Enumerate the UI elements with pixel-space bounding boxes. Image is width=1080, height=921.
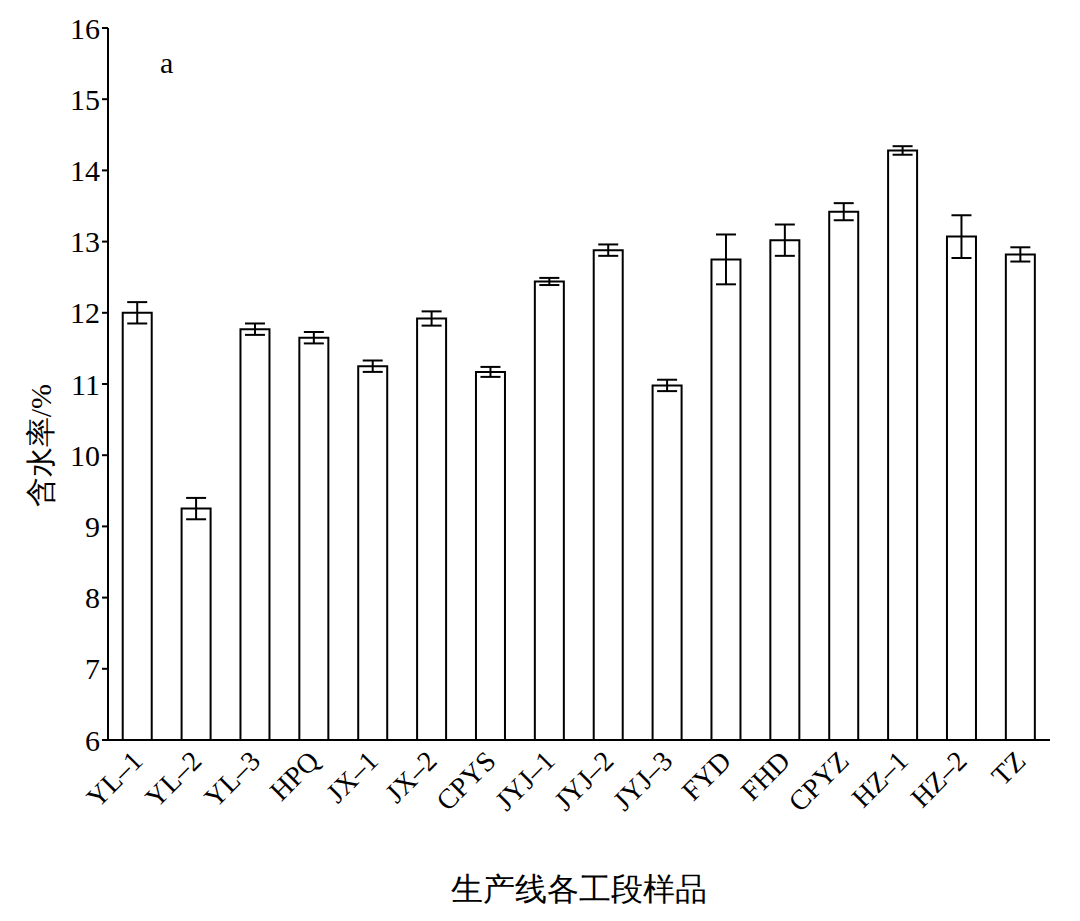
- svg-text:15: 15: [70, 83, 100, 116]
- svg-text:9: 9: [85, 510, 100, 543]
- svg-text:JX–2: JX–2: [379, 745, 443, 809]
- svg-text:YL–1: YL–1: [80, 745, 149, 814]
- svg-text:FHD: FHD: [734, 745, 796, 807]
- svg-text:HPQ: HPQ: [263, 745, 325, 807]
- svg-text:HZ–1: HZ–1: [846, 745, 914, 813]
- svg-text:含水率/%: 含水率/%: [24, 384, 57, 507]
- svg-text:6: 6: [85, 724, 100, 757]
- svg-text:11: 11: [71, 368, 100, 401]
- svg-text:14: 14: [70, 154, 100, 187]
- svg-text:YL–3: YL–3: [198, 745, 266, 813]
- svg-text:12: 12: [70, 296, 100, 329]
- svg-text:JYJ–1: JYJ–1: [489, 745, 560, 816]
- svg-text:16: 16: [70, 12, 100, 45]
- svg-text:CPYZ: CPYZ: [782, 745, 855, 818]
- svg-text:HZ–2: HZ–2: [905, 745, 973, 813]
- svg-text:13: 13: [70, 225, 100, 258]
- html-text:a: a: [160, 46, 174, 79]
- svg-text:CPYS: CPYS: [430, 745, 501, 816]
- svg-text:TZ: TZ: [985, 745, 1031, 791]
- svg-text:YL–2: YL–2: [139, 745, 207, 813]
- svg-text:生产线各工段样品: 生产线各工段样品: [451, 871, 707, 907]
- svg-text:JX–1: JX–1: [320, 745, 384, 809]
- svg-text:8: 8: [85, 581, 100, 614]
- svg-text:JYJ–3: JYJ–3: [607, 745, 678, 816]
- svg-text:FYD: FYD: [676, 745, 738, 807]
- svg-text:JYJ–2: JYJ–2: [548, 745, 619, 816]
- svg-text:10: 10: [70, 439, 100, 472]
- svg-text:7: 7: [85, 652, 100, 685]
